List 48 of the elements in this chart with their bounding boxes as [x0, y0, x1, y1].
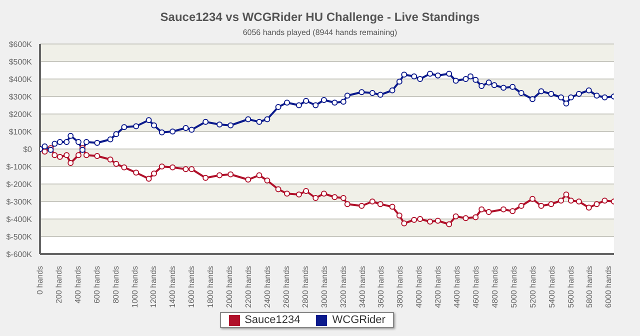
x-tick-label: 200 hands: [54, 266, 64, 304]
x-tick-label: 2000 hands: [225, 266, 234, 308]
x-tick-label: 3400 hands: [358, 266, 367, 308]
x-tick-label: 4200 hands: [434, 266, 443, 308]
y-tick-label: $-200K: [6, 180, 33, 189]
x-tick-label: 600 hands: [92, 266, 102, 304]
x-tick-label: 1000 hands: [130, 266, 140, 308]
x-tick-label: 3800 hands: [396, 266, 405, 308]
x-tick-label: 2200 hands: [244, 266, 254, 308]
x-tick-label: 400 hands: [73, 266, 82, 304]
y-tick-label: $200K: [8, 110, 33, 119]
y-tick-label: $-600K: [6, 250, 33, 259]
x-tick-label: 3600 hands: [376, 266, 386, 308]
x-tick-label: 0 hands: [36, 266, 44, 294]
x-tick-label: 800 hands: [111, 266, 120, 304]
x-tick-label: 5800 hands: [585, 266, 594, 308]
x-tick-label: 1600 hands: [187, 266, 196, 308]
x-tick-label: 3200 hands: [338, 266, 348, 308]
x-tick-label: 4000 hands: [414, 266, 424, 308]
x-tick-label: 5000 hands: [509, 266, 518, 308]
y-tick-label: $-400K: [6, 214, 33, 224]
y-tick-label: $300K: [8, 92, 33, 102]
chart-title: Sauce1234 vs WCGRider HU Challenge - Live Standings: [159, 10, 481, 24]
y-tick-label: $-300K: [6, 197, 33, 206]
x-tick-label: 6000 hands: [604, 266, 614, 308]
chart-subtitle: 6056 hands played (8944 hands remaining): [242, 28, 398, 37]
y-tick-label: $-100K: [6, 162, 33, 172]
x-tick-label: 2400 hands: [262, 266, 272, 308]
x-tick-label: 2800 hands: [300, 266, 310, 308]
x-tick-label: 5600 hands: [566, 266, 576, 308]
x-tick-label: 5200 hands: [528, 266, 538, 308]
y-tick-label: $500K: [8, 57, 33, 66]
y-tick-label: $100K: [8, 127, 33, 136]
x-tick-label: 4400 hands: [452, 266, 462, 308]
x-tick-label: 2600 hands: [282, 266, 291, 308]
x-tick-label: 1400 hands: [168, 266, 178, 308]
x-tick-label: 1800 hands: [206, 266, 216, 308]
x-tick-label: 3000 hands: [320, 266, 329, 308]
x-tick-label: 5400 hands: [547, 266, 556, 308]
legend-label: Sauce1234: [244, 314, 300, 326]
x-tick-label: 4600 hands: [471, 266, 480, 308]
x-tick-label: 4800 hands: [490, 266, 500, 308]
legend-label: WCGRider: [331, 314, 386, 326]
y-tick-label: $0: [23, 144, 33, 154]
y-tick-label: $-500K: [6, 232, 33, 242]
y-tick-label: $600K: [8, 40, 33, 49]
y-tick-label: $400K: [8, 74, 33, 84]
x-tick-label: 1200 hands: [149, 266, 158, 308]
